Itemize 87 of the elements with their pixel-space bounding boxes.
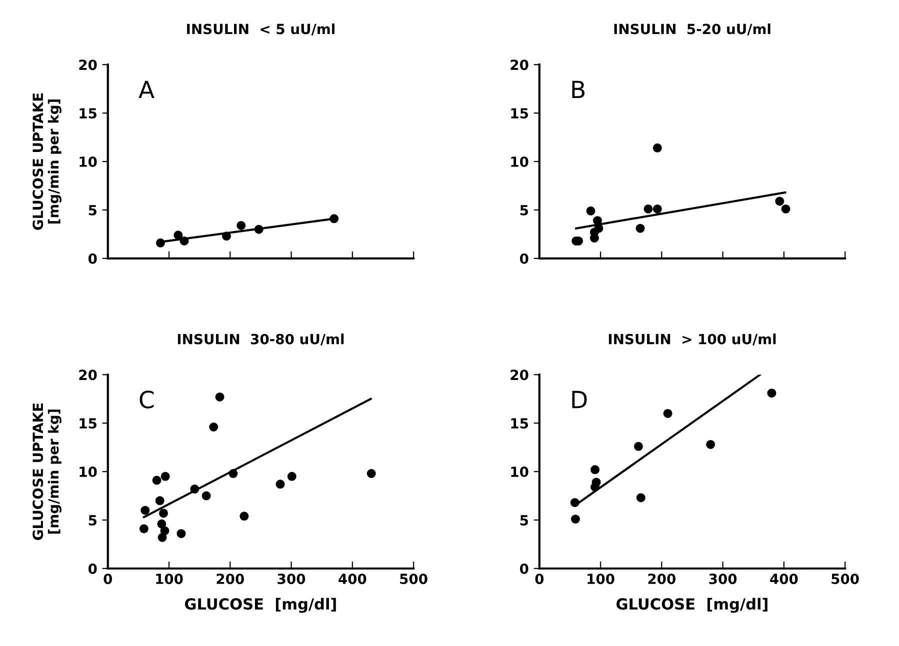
point bbox=[236, 220, 246, 230]
point bbox=[139, 524, 148, 534]
point bbox=[202, 491, 211, 500]
y-tick-label: 5 bbox=[520, 515, 528, 526]
x-tick-label: 300 bbox=[278, 574, 306, 584]
y-tick-label: 15 bbox=[80, 108, 96, 119]
y-tick-label: 10 bbox=[80, 156, 97, 167]
point bbox=[663, 408, 672, 418]
y-tick-label: 0 bbox=[88, 253, 97, 264]
point bbox=[636, 493, 646, 502]
point bbox=[287, 472, 296, 481]
y-tick-label: 0 bbox=[520, 253, 528, 264]
y-tick-label: 20 bbox=[79, 370, 97, 380]
point bbox=[586, 206, 596, 216]
point bbox=[190, 484, 200, 494]
y-tick-label: 10 bbox=[80, 466, 97, 478]
y-tick-label: 10 bbox=[511, 466, 528, 478]
chart-title: INSULIN 30-80 uU/ml bbox=[178, 334, 344, 346]
y-axis-title: GLUCOSE UPTAKE [mg/min per kg] bbox=[32, 403, 62, 540]
annotation: D bbox=[572, 390, 587, 408]
point bbox=[209, 422, 218, 432]
x-tick-label: 100 bbox=[588, 574, 614, 584]
x-tick-label: 400 bbox=[338, 574, 366, 584]
x-tick-label: 200 bbox=[648, 574, 676, 584]
point bbox=[775, 196, 784, 206]
y-tick-label: 15 bbox=[511, 418, 528, 429]
chart-title: INSULIN 5-20 uU/ml bbox=[614, 23, 770, 36]
point bbox=[174, 230, 183, 240]
annotation: B bbox=[572, 80, 584, 98]
y-tick-label: 0 bbox=[520, 563, 528, 574]
point bbox=[570, 514, 580, 524]
point bbox=[156, 238, 165, 248]
point bbox=[159, 508, 168, 518]
annotation: C bbox=[140, 390, 154, 408]
point bbox=[634, 442, 643, 451]
y-tick-label: 15 bbox=[80, 418, 96, 429]
x-tick-label: 100 bbox=[156, 574, 183, 584]
point bbox=[570, 498, 580, 508]
point bbox=[652, 143, 662, 152]
y-tick-label: 5 bbox=[88, 205, 96, 216]
point bbox=[215, 392, 224, 402]
point bbox=[160, 472, 170, 481]
point bbox=[590, 465, 600, 474]
point bbox=[176, 529, 186, 538]
x-tick-label: 300 bbox=[709, 574, 737, 584]
chart-title: INSULIN > 100 uU/ml bbox=[608, 334, 776, 346]
point bbox=[592, 216, 602, 226]
x-axis-title: GLUCOSE [mg/dl] bbox=[184, 598, 336, 613]
point bbox=[152, 476, 162, 485]
point bbox=[781, 204, 790, 214]
point bbox=[652, 204, 662, 214]
y-tick-label: 20 bbox=[510, 370, 528, 380]
x-tick-label: 500 bbox=[832, 574, 859, 584]
point bbox=[222, 232, 231, 241]
point bbox=[155, 496, 164, 506]
x-tick-label: 500 bbox=[400, 574, 428, 584]
y-tick-label: 5 bbox=[520, 205, 528, 216]
point bbox=[254, 224, 264, 234]
annotation: A bbox=[138, 80, 154, 98]
y-tick-label: 15 bbox=[511, 108, 528, 119]
y-axis-title: GLUCOSE UPTAKE [mg/min per kg] bbox=[32, 93, 62, 230]
x-tick-label: 400 bbox=[770, 574, 798, 584]
y-tick-label: 0 bbox=[88, 563, 97, 574]
point bbox=[590, 482, 600, 492]
y-tick-label: 5 bbox=[88, 515, 96, 526]
x-axis-title: GLUCOSE [mg/dl] bbox=[616, 598, 768, 613]
y-tick-label: 10 bbox=[511, 156, 528, 167]
point bbox=[240, 512, 249, 521]
x-tick-label: 0 bbox=[535, 574, 544, 584]
point bbox=[180, 236, 189, 246]
chart-title: INSULIN < 5 uU/ml bbox=[187, 23, 334, 36]
point bbox=[330, 214, 339, 224]
point bbox=[706, 440, 716, 449]
point bbox=[644, 204, 653, 214]
x-tick-label: 200 bbox=[216, 574, 244, 584]
point bbox=[158, 532, 167, 542]
point bbox=[140, 506, 150, 515]
point bbox=[228, 469, 238, 478]
point bbox=[366, 469, 376, 478]
x-tick-label: 0 bbox=[104, 574, 112, 584]
point bbox=[276, 480, 285, 489]
point bbox=[636, 224, 645, 233]
point bbox=[160, 526, 170, 536]
y-tick-label: 20 bbox=[79, 60, 97, 70]
point bbox=[157, 519, 166, 528]
point bbox=[767, 388, 776, 398]
y-tick-label: 20 bbox=[510, 60, 528, 70]
